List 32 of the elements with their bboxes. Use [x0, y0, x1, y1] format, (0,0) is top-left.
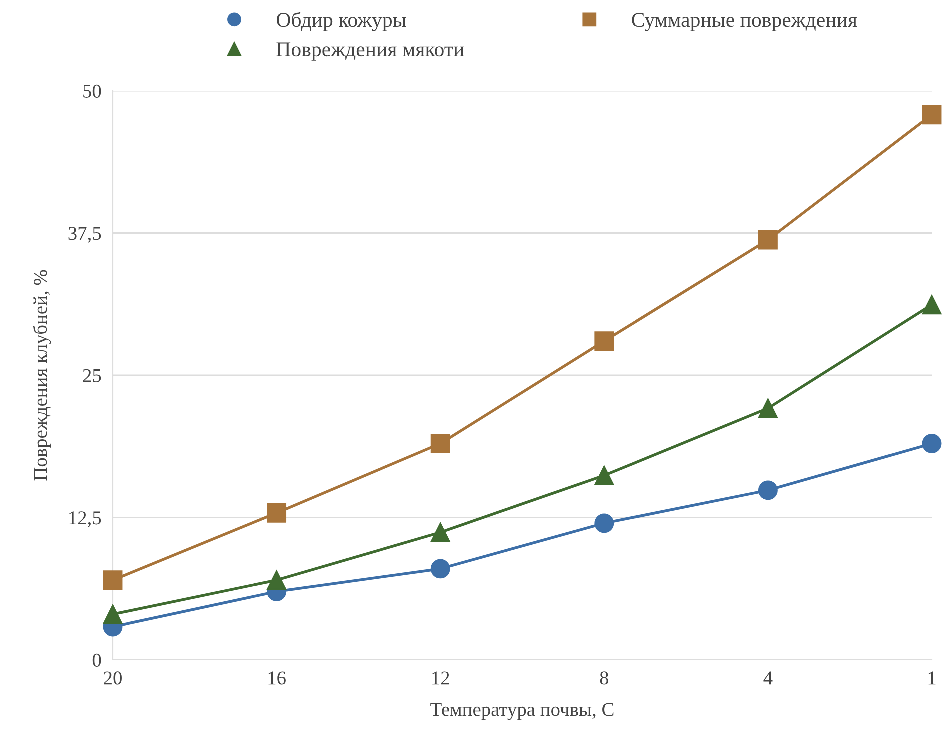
y-tick-label: 12,5 — [70, 512, 102, 528]
point — [758, 230, 778, 250]
y-tick-label: 50 — [84, 84, 102, 98]
x-tick-label: 20 — [104, 672, 122, 685]
point — [267, 570, 287, 590]
y-tick-label: 37,5 — [68, 227, 102, 243]
legend-label: Обдир кожуры — [277, 12, 406, 32]
legend-label: Суммарные повреждения — [632, 13, 858, 32]
x-tick-label: 4 — [764, 672, 773, 685]
point — [922, 105, 942, 125]
point — [758, 480, 778, 500]
point — [103, 570, 123, 590]
point — [594, 332, 614, 352]
point — [758, 398, 778, 418]
point — [922, 434, 942, 454]
legend-label: Повреждения мякоти — [276, 42, 464, 61]
x-tick-label: 16 — [268, 672, 286, 685]
x-tick-label: 12 — [432, 672, 450, 685]
point — [430, 434, 450, 454]
x-tick-label: 1 — [928, 672, 936, 685]
x-tick-label: 8 — [600, 672, 609, 685]
point — [103, 604, 123, 624]
x-axis-title: Температура почвы, С — [430, 703, 614, 720]
point — [922, 295, 942, 315]
point — [594, 466, 614, 486]
point — [594, 514, 614, 534]
y-axis-title: Повреждения клубней, % — [33, 270, 52, 481]
point — [430, 522, 450, 542]
y-tick-label: 0 — [92, 654, 102, 667]
point — [430, 559, 450, 579]
y-tick-label: 25 — [83, 369, 102, 382]
point — [267, 503, 287, 523]
